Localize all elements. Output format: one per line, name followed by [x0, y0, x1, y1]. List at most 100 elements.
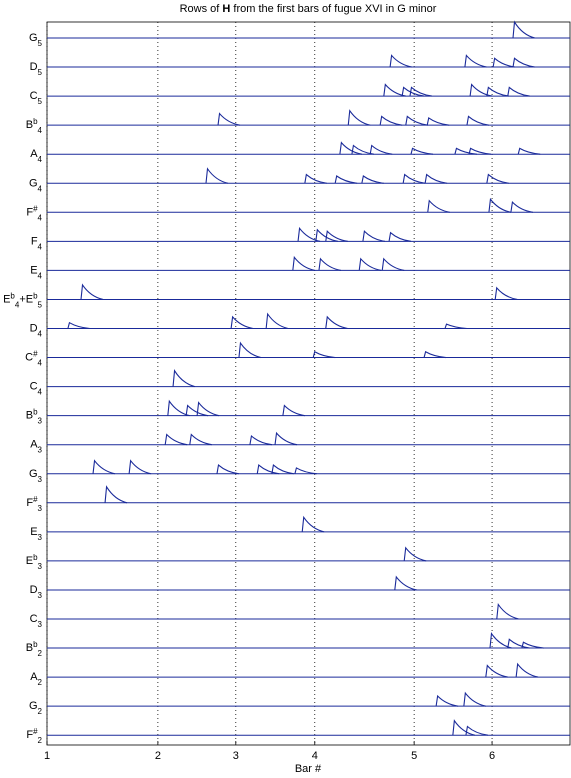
- activation-peak: [402, 173, 426, 184]
- row-label-part: B: [26, 119, 33, 131]
- row-label-part: 3: [38, 445, 43, 454]
- row-label: E3: [30, 526, 42, 542]
- activation-peak: [409, 86, 433, 97]
- activation-peak: [444, 323, 468, 330]
- row-label-part: 3: [38, 503, 43, 512]
- activation-peak: [486, 173, 509, 184]
- activation-peak: [238, 341, 262, 359]
- activation-peak: [325, 230, 348, 242]
- row-label: C#4: [25, 349, 42, 367]
- activation-peak: [297, 226, 321, 242]
- title-part: H: [222, 3, 230, 15]
- title-part: from the first bars of fugue XVI in G mi…: [230, 3, 436, 15]
- row-label-part: G: [29, 700, 38, 712]
- activation-peak: [383, 83, 406, 97]
- activation-peak: [405, 115, 428, 126]
- row-label-part: 4: [38, 126, 43, 135]
- activation-peak: [249, 434, 272, 446]
- row-label: G4: [29, 177, 43, 193]
- row-label-part: 4: [38, 213, 43, 222]
- activation-peak: [67, 321, 90, 330]
- activation-peak: [164, 433, 188, 446]
- row-label-part: 4: [38, 271, 43, 280]
- activation-peak: [256, 463, 280, 475]
- row-label: Bb3: [26, 407, 43, 425]
- row-label-part: 2: [38, 678, 43, 687]
- x-tick-label: 2: [155, 750, 161, 762]
- row-label-part: G: [29, 468, 38, 480]
- activation-peak: [492, 57, 516, 68]
- activation-peak: [104, 485, 128, 504]
- row-label-part: F: [31, 235, 38, 247]
- row-label-part: E: [30, 264, 37, 276]
- activation-peak: [435, 694, 459, 707]
- row-label: C3: [30, 613, 43, 629]
- row-label: F#4: [26, 204, 42, 222]
- row-label: D3: [30, 584, 43, 600]
- row-label-part: 5: [38, 300, 43, 309]
- activation-peak: [469, 83, 493, 97]
- row-label-part: B: [26, 642, 33, 654]
- row-label: F#3: [26, 494, 42, 512]
- activation-peak: [517, 147, 541, 155]
- activation-peak: [347, 109, 371, 126]
- row-label-part: F: [26, 729, 33, 741]
- row-label: F4: [31, 235, 43, 251]
- row-label-part: b: [33, 552, 38, 561]
- activation-peak: [325, 315, 348, 330]
- activation-peak: [521, 641, 544, 649]
- row-label-part: 5: [38, 97, 43, 106]
- activation-peak: [486, 86, 509, 97]
- row-label: C5: [30, 90, 43, 106]
- activation-peak: [172, 368, 196, 388]
- row-label-part: 4: [15, 300, 20, 309]
- row-label: Eb3: [26, 552, 43, 570]
- activation-peak: [496, 602, 519, 620]
- row-label-part: #: [33, 494, 38, 503]
- activation-peak: [424, 173, 448, 184]
- activation-peak: [80, 283, 104, 300]
- row-label-part: 3: [38, 561, 43, 570]
- row-label: G3: [29, 468, 43, 484]
- row-label: Bb2: [26, 640, 43, 658]
- row-label-part: B: [26, 410, 33, 422]
- row-label: D4: [30, 323, 43, 339]
- row-label-part: #: [33, 727, 38, 736]
- activation-peak: [185, 404, 209, 417]
- activation-peak: [379, 115, 403, 126]
- row-label-part: D: [30, 61, 38, 73]
- activation-peak: [394, 575, 417, 591]
- activation-peak: [301, 515, 325, 533]
- row-label: E4: [30, 264, 42, 280]
- row-label-part: 4: [38, 155, 43, 164]
- activation-peak: [128, 459, 152, 475]
- activation-peak: [410, 147, 434, 155]
- row-label-part: C: [30, 613, 38, 625]
- row-label-part: #: [33, 349, 38, 358]
- x-tick-label: 1: [44, 750, 50, 762]
- row-label-part: 4: [38, 184, 43, 193]
- row-label-part: 4: [38, 329, 43, 338]
- activation-peak: [466, 115, 490, 126]
- row-label: F#2: [26, 727, 42, 745]
- activation-peak: [403, 546, 427, 562]
- row-label-part: 2: [38, 707, 43, 716]
- plot-frame: [46, 21, 571, 746]
- row-label-part: D: [30, 584, 38, 596]
- row-label: A3: [30, 439, 42, 455]
- row-label-part: b: [33, 117, 38, 126]
- row-label-part: E: [3, 293, 10, 305]
- activation-peak: [312, 350, 336, 359]
- activation-peak: [362, 230, 385, 242]
- activation-peak: [488, 197, 512, 213]
- row-label-part: C: [30, 381, 38, 393]
- activation-peak: [304, 173, 327, 184]
- activation-peak: [216, 463, 240, 475]
- row-label-part: 4: [38, 242, 43, 251]
- activation-peak: [339, 141, 362, 155]
- activation-peak: [464, 54, 487, 68]
- activation-peak: [452, 719, 475, 736]
- activation-peak: [318, 257, 342, 271]
- activation-peak: [494, 286, 518, 300]
- row-label-part: b: [33, 407, 38, 416]
